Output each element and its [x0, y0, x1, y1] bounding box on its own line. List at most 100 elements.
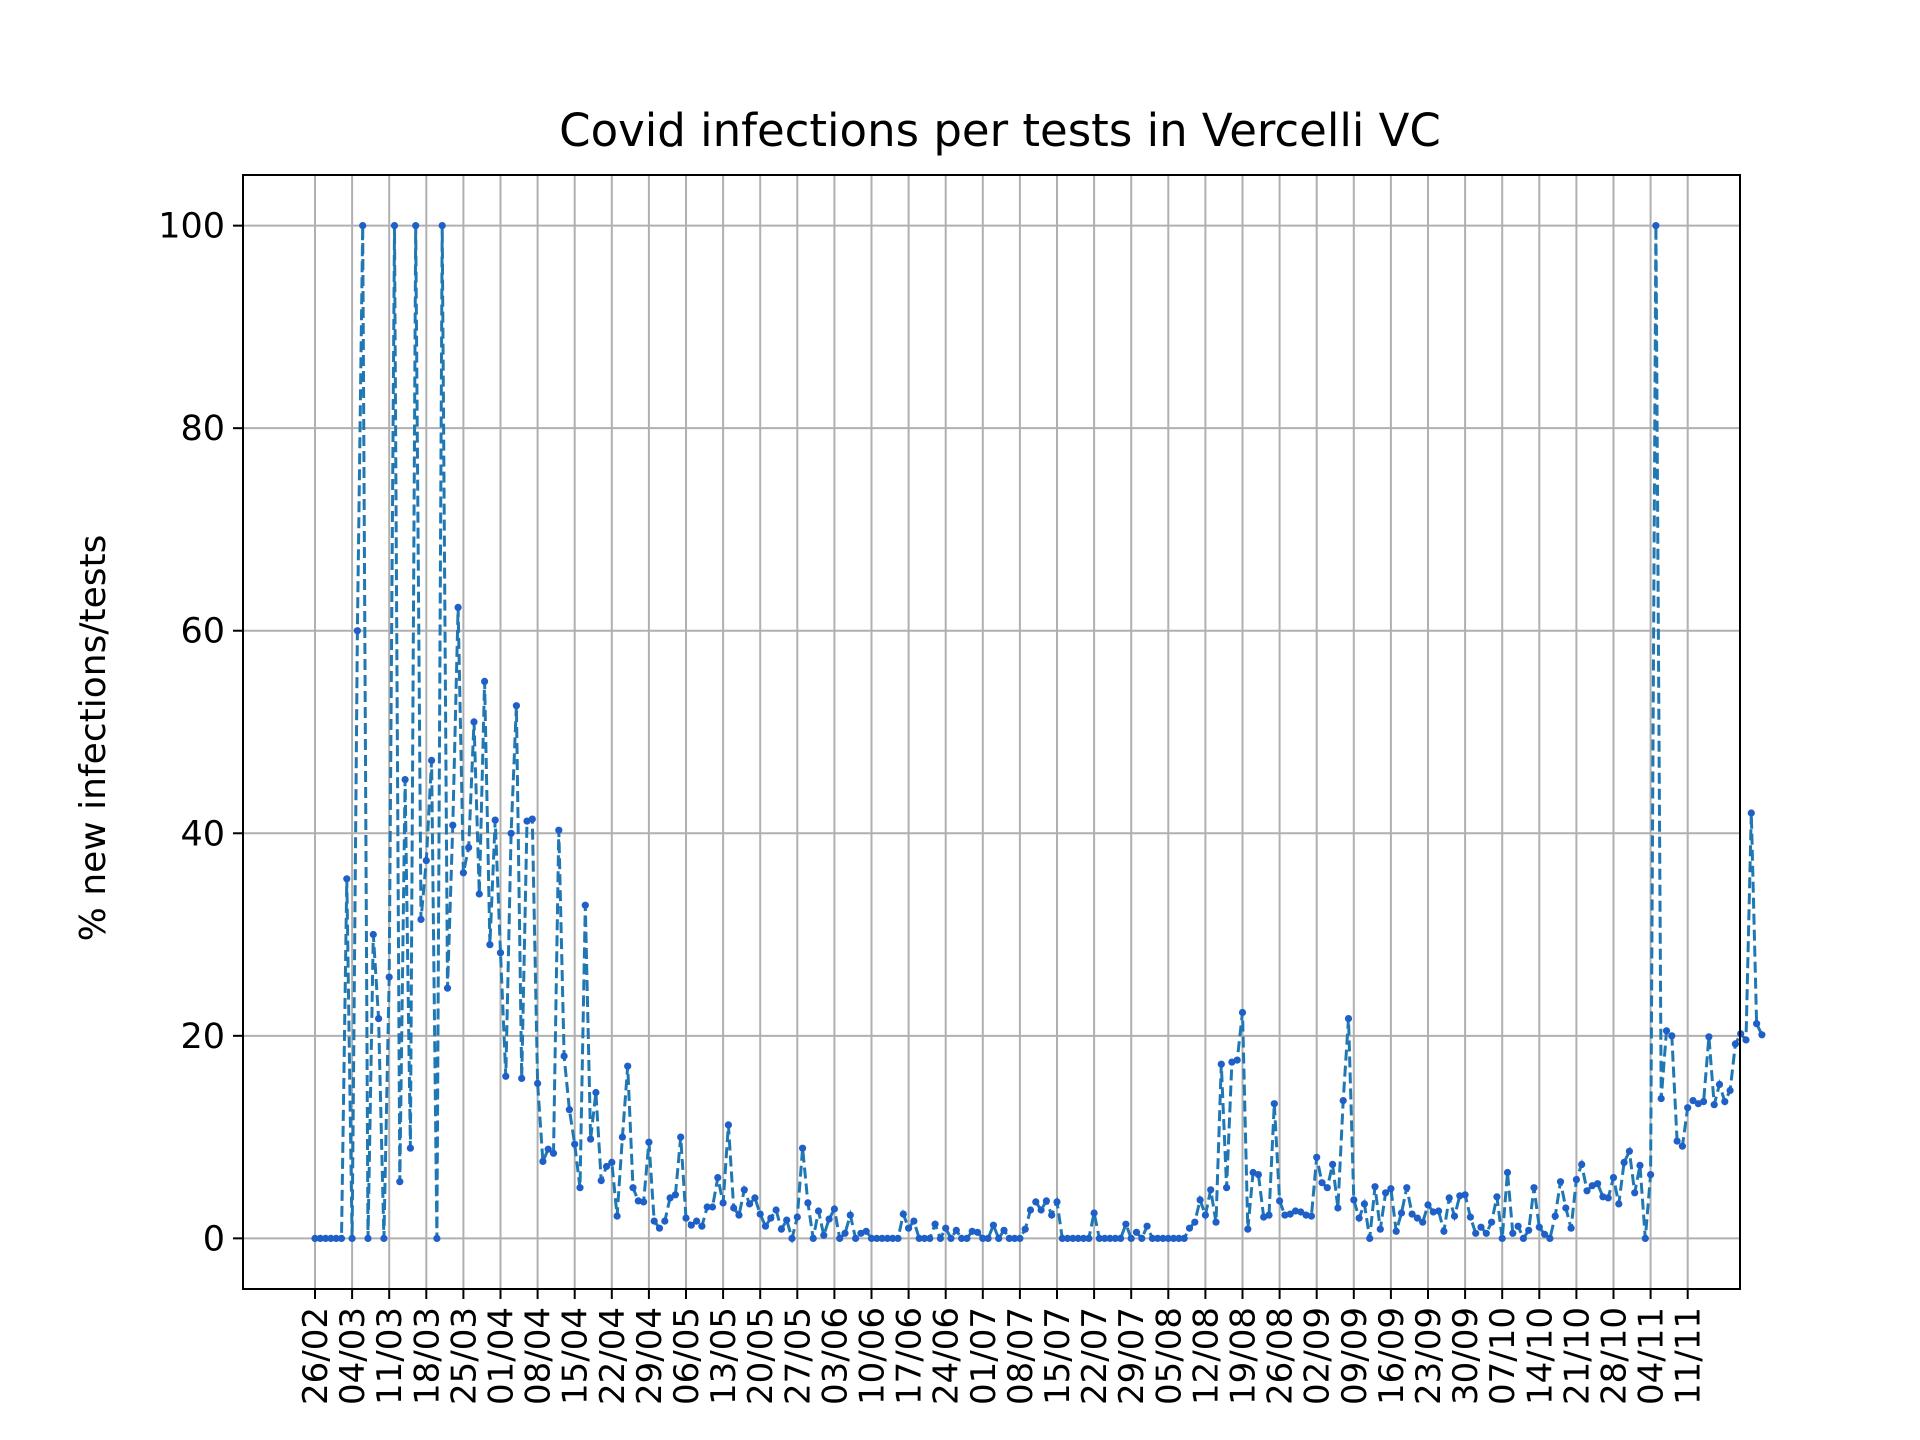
x-tick-label: 10/06: [853, 1307, 893, 1405]
data-point: [873, 1234, 881, 1242]
data-point: [1297, 1208, 1305, 1216]
data-point: [502, 1072, 510, 1080]
data-point: [761, 1222, 770, 1230]
data-point: [1440, 1227, 1448, 1235]
x-tick-label: 05/08: [1149, 1307, 1189, 1405]
data-point: [1164, 1234, 1172, 1242]
data-point: [576, 1184, 584, 1192]
data-point: [1615, 1200, 1623, 1208]
data-point: [783, 1216, 791, 1224]
data-point: [687, 1221, 695, 1229]
data-point: [507, 829, 515, 837]
data-point: [1647, 1171, 1655, 1179]
data-point: [1620, 1158, 1628, 1166]
data-point: [544, 1145, 552, 1153]
x-tick-label: 11/03: [370, 1307, 410, 1405]
data-point: [1090, 1209, 1098, 1217]
data-point: [1572, 1176, 1580, 1184]
data-point: [984, 1234, 992, 1242]
data-point: [804, 1199, 812, 1207]
data-point: [396, 1178, 404, 1186]
data-point: [518, 1074, 526, 1082]
x-tick-label: 06/05: [667, 1307, 707, 1405]
chart-title: Covid infections per tests in Vercelli V…: [559, 104, 1441, 157]
data-point: [1254, 1171, 1262, 1179]
data-point: [528, 815, 536, 823]
data-point: [1175, 1234, 1183, 1242]
data-point: [1609, 1174, 1618, 1182]
data-point: [1705, 1033, 1713, 1041]
data-point: [1684, 1104, 1692, 1112]
data-point: [862, 1227, 870, 1235]
data-point: [1397, 1209, 1406, 1217]
data-point: [481, 677, 489, 686]
plot-frame: [242, 174, 1741, 1290]
data-point: [1360, 1200, 1368, 1208]
data-point: [682, 1214, 690, 1222]
x-tick-label: 14/10: [1520, 1307, 1560, 1405]
data-point: [963, 1234, 971, 1242]
data-point: [1005, 1234, 1013, 1242]
data-point: [401, 776, 409, 784]
x-tick-label: 29/07: [1112, 1307, 1152, 1405]
data-point: [820, 1231, 828, 1239]
data-point: [836, 1234, 844, 1242]
data-point: [406, 1144, 414, 1152]
data-point: [1742, 1036, 1750, 1044]
data-point: [1366, 1234, 1374, 1242]
data-point: [613, 1212, 621, 1220]
y-tick-label: 60: [180, 612, 225, 652]
data-point: [825, 1215, 833, 1223]
data-point: [470, 718, 478, 726]
data-point: [359, 222, 367, 230]
data-point: [1016, 1234, 1024, 1242]
data-point: [1138, 1234, 1146, 1242]
data-point: [1276, 1197, 1284, 1205]
data-point: [1233, 1056, 1241, 1064]
data-point: [1217, 1060, 1225, 1068]
data-point: [1329, 1160, 1337, 1168]
data-point: [1530, 1184, 1538, 1192]
data-point: [1562, 1204, 1570, 1212]
data-point: [1488, 1218, 1496, 1226]
data-point: [671, 1191, 680, 1199]
data-point: [703, 1203, 711, 1211]
data-point: [698, 1222, 706, 1230]
data-point: [677, 1133, 685, 1141]
data-point: [1631, 1189, 1639, 1197]
data-point: [666, 1194, 674, 1202]
data-point: [592, 1088, 600, 1097]
x-tick-label: 01/04: [482, 1307, 522, 1405]
data-point: [364, 1234, 372, 1242]
x-tick-label: 04/03: [333, 1307, 373, 1405]
data-point: [846, 1211, 854, 1219]
data-point: [581, 901, 589, 909]
data-point: [1196, 1196, 1204, 1204]
x-tick-label: 09/09: [1335, 1307, 1375, 1405]
x-tick-label: 11/11: [1669, 1307, 1709, 1405]
data-point: [1731, 1040, 1739, 1048]
data-point: [1265, 1211, 1273, 1219]
data-point: [587, 1135, 595, 1143]
data-point: [1567, 1224, 1575, 1232]
data-point: [952, 1226, 960, 1234]
x-tick-label: 19/08: [1224, 1307, 1264, 1405]
x-tick-label: 21/10: [1557, 1307, 1597, 1405]
y-axis-ticks: 0 20 40 60 80 100: [158, 207, 243, 1259]
data-point: [979, 1234, 987, 1242]
data-point: [1519, 1234, 1527, 1242]
data-point: [719, 1199, 727, 1207]
data-point: [549, 1149, 558, 1157]
data-point: [1503, 1168, 1512, 1177]
x-tick-label: 26/08: [1261, 1307, 1301, 1405]
data-point: [878, 1234, 886, 1242]
data-point: [1700, 1098, 1708, 1106]
data-point: [1747, 809, 1755, 817]
data-point: [624, 1062, 632, 1070]
data-point: [777, 1225, 786, 1233]
data-point: [1514, 1222, 1522, 1230]
data-point: [380, 1234, 388, 1242]
data-point: [989, 1221, 998, 1229]
data-point: [1509, 1229, 1517, 1237]
data-point: [1270, 1100, 1278, 1108]
